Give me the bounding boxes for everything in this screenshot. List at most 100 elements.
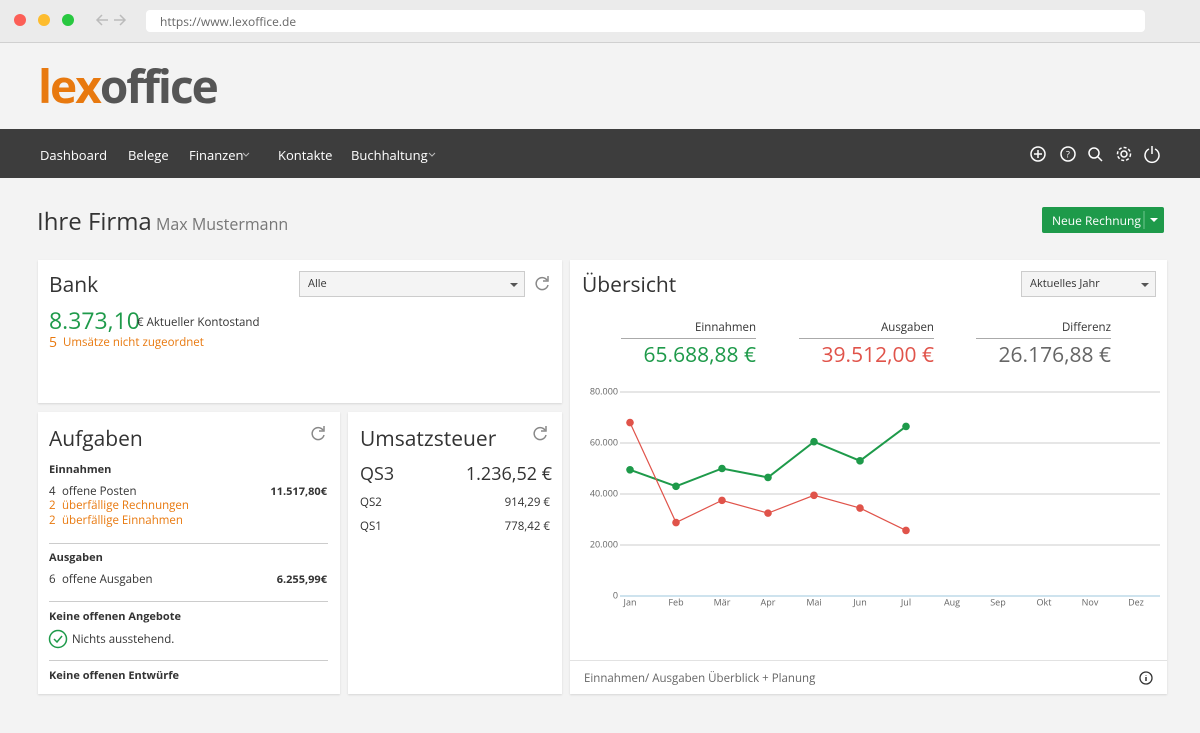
x-tick-label: Apr (761, 595, 776, 608)
y-tick-label: 20.000 (590, 537, 618, 550)
count: 2 (49, 513, 56, 528)
point (902, 422, 910, 431)
x-tick-label: Nov (1082, 595, 1099, 608)
bank-balance: 8.373,10 (49, 304, 140, 336)
tax-amount: 914,29 € (504, 495, 550, 510)
point (764, 473, 772, 482)
tax-card (348, 412, 562, 694)
window-controls (14, 14, 127, 26)
x-tick-label: Feb (668, 595, 683, 608)
point (718, 496, 726, 505)
summary-label: Differenz (1061, 320, 1111, 335)
card-title: Übersicht (582, 271, 677, 299)
point (764, 509, 772, 517)
item-label[interactable]: überfällige Einnahmen (62, 513, 183, 528)
x-tick-label: Okt (1037, 595, 1052, 608)
filter-label: Alle (308, 276, 327, 291)
page-subtitle: Max Mustermann (156, 213, 289, 235)
x-tick-label: Dez (1128, 595, 1144, 608)
y-tick-label: 40.000 (590, 486, 618, 499)
url-field[interactable] (146, 10, 1145, 32)
y-tick-label: 60.000 (590, 435, 618, 448)
unassigned-count: 5 (49, 333, 58, 352)
summary-label: Einnahmen (695, 320, 756, 335)
divider (799, 338, 934, 339)
point (810, 491, 818, 500)
quarter: QS2 (360, 495, 382, 510)
x-tick-label: Jan (623, 595, 637, 608)
button-dropdown[interactable] (1143, 207, 1164, 233)
chevron (1141, 283, 1149, 287)
card-footer: Einnahmen/ Ausgaben Überblick + Planung (584, 671, 816, 686)
point (810, 437, 818, 446)
count: 2 (49, 498, 56, 513)
divider (570, 660, 1167, 661)
unassigned-label[interactable]: Umsätze nicht zugeordnet (63, 335, 204, 350)
divider (49, 660, 328, 661)
item-label[interactable]: offene Posten (62, 484, 137, 499)
balance-label: € Aktueller Kontostand (137, 315, 260, 330)
quarter: QS3 (360, 462, 395, 486)
nav-chevrons (242, 152, 436, 157)
nav-item[interactable]: Buchhaltung (351, 146, 428, 164)
overview-card (570, 260, 1167, 694)
point (718, 464, 726, 473)
logo[interactable]: lexoffice (38, 55, 219, 117)
nav-icons[interactable]: ? (1028, 144, 1164, 164)
amount: 11.517,80€ (270, 484, 327, 499)
y-tick-label: 0 (613, 588, 618, 601)
card-title: Aufgaben (49, 425, 143, 453)
item-label[interactable]: überfällige Rechnungen (62, 498, 189, 513)
x-tick-label: Jul (900, 595, 911, 608)
section-heading: Ausgaben (49, 550, 103, 565)
x-tick-label: Aug (944, 595, 960, 608)
point (672, 518, 680, 527)
tasks-card (38, 412, 340, 694)
amount: 6.255,99€ (276, 572, 327, 587)
income-total: 65.688,88 € (643, 341, 756, 369)
chevron (510, 283, 518, 287)
nav-item[interactable]: Kontakte (278, 146, 333, 164)
tax-amount: 1.236,52 € (465, 462, 552, 486)
nav-item[interactable]: Dashboard (40, 146, 108, 164)
info-icon[interactable] (1138, 670, 1154, 686)
page-title: Ihre Firma (37, 205, 152, 238)
svg-text:?: ? (1066, 147, 1070, 160)
card-title: Bank (49, 271, 99, 299)
logo-part: office (99, 55, 219, 117)
divider (49, 543, 328, 544)
status: Nichts ausstehend. (72, 632, 175, 647)
y-tick-label: 80.000 (590, 384, 618, 397)
chart: 0 20.000 40.000 60.000 80.000 Jan Feb Mär Apr Mai… (590, 384, 1160, 608)
item-label[interactable]: offene Ausgaben (62, 572, 153, 587)
expense-total: 39.512,00 € (821, 341, 934, 369)
divider (49, 601, 328, 602)
section-heading: Einnahmen (49, 462, 112, 477)
refresh-icon[interactable] (309, 424, 327, 442)
refresh-icon[interactable] (533, 274, 551, 292)
check-icon (48, 629, 68, 649)
point (902, 526, 910, 535)
count: 6 (49, 572, 56, 587)
url: https://www.lexoffice.de (160, 13, 297, 30)
count: 4 (49, 484, 56, 499)
nav-item[interactable]: Finanzen (189, 146, 244, 164)
x-tick-label: Mai (806, 595, 821, 608)
nav-item[interactable]: Belege (128, 146, 169, 164)
card-title: Umsatzsteuer (360, 425, 497, 453)
point (856, 504, 864, 512)
button-label: Neue Rechnung (1052, 212, 1141, 229)
divider (621, 338, 756, 339)
x-tick-label: Jun (852, 595, 866, 608)
tax-amount: 778,42 € (504, 519, 550, 534)
difference-total: 26.176,88 € (998, 341, 1111, 369)
section-heading: Keine offenen Angebote (49, 609, 181, 624)
logo-part: lex (38, 55, 102, 117)
period-filter[interactable]: Aktuelles Jahr (1021, 271, 1156, 297)
bank-filter[interactable]: Alle (299, 271, 525, 297)
x-tick-label: Sep (990, 595, 1006, 608)
quarter: QS1 (360, 519, 382, 534)
x-tick-label: Mär (714, 595, 731, 608)
refresh-icon[interactable] (531, 424, 549, 442)
